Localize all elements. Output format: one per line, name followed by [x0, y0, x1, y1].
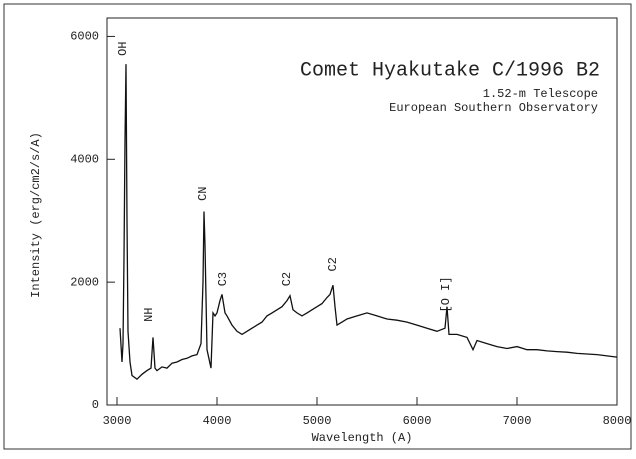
- spectrum-line: [119, 64, 618, 381]
- line-annotation: C2: [280, 272, 294, 286]
- y-tick-label: 6000: [70, 30, 99, 44]
- x-tick-label: 7000: [503, 414, 532, 428]
- subtitle: European Southern Observatory: [389, 101, 598, 115]
- subtitle: 1.52-m Telescope: [483, 87, 598, 101]
- y-axis-label: Intensity (erg/cm2/s/A): [29, 132, 43, 298]
- line-annotation: OH: [116, 42, 130, 56]
- line-annotation: C2: [326, 257, 340, 271]
- line-annotation: C3: [216, 272, 230, 286]
- x-tick-label: 4000: [203, 414, 232, 428]
- line-annotation: NH: [142, 307, 156, 321]
- plot-frame: [106, 17, 618, 406]
- x-tick-label: 3000: [103, 414, 132, 428]
- chart-title: Comet Hyakutake C/1996 B2: [300, 59, 600, 82]
- x-tick-label: 8000: [603, 414, 632, 428]
- y-tick-label: 0: [92, 398, 99, 412]
- outer-frame: [3, 3, 632, 450]
- y-tick-label: 4000: [70, 152, 99, 166]
- line-annotation: [O I]: [439, 276, 453, 312]
- x-tick-label: 5000: [303, 414, 332, 428]
- line-annotation: CN: [196, 186, 210, 200]
- y-tick-label: 2000: [70, 275, 99, 289]
- x-tick-label: 6000: [403, 414, 432, 428]
- x-axis-label: Wavelength (A): [312, 431, 413, 445]
